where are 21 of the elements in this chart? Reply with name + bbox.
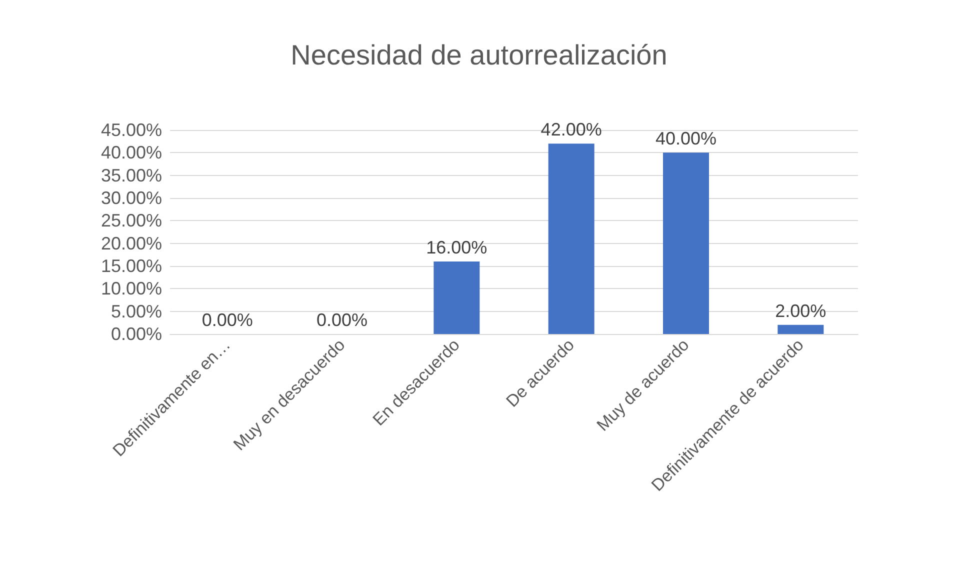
y-tick-label: 30.00% bbox=[100, 188, 162, 208]
bar bbox=[434, 261, 480, 334]
bar bbox=[663, 152, 709, 334]
y-tick-label: 35.00% bbox=[100, 165, 162, 186]
data-label: 0.00% bbox=[316, 310, 368, 330]
data-label: 40.00% bbox=[655, 128, 717, 149]
y-tick-label: 10.00% bbox=[100, 278, 162, 299]
y-tick-label: 40.00% bbox=[100, 142, 162, 163]
y-tick-label: 15.00% bbox=[100, 256, 162, 276]
y-tick-label: 5.00% bbox=[110, 301, 162, 322]
data-label: 0.00% bbox=[202, 310, 253, 330]
y-tick-label: 45.00% bbox=[100, 120, 162, 140]
y-tick-label: 0.00% bbox=[110, 324, 162, 344]
bar bbox=[778, 324, 824, 334]
chart-title: Necesidad de autorrealización bbox=[290, 40, 668, 70]
y-tick-label: 20.00% bbox=[100, 233, 162, 254]
y-tick-label: 25.00% bbox=[100, 210, 162, 231]
data-label: 2.00% bbox=[775, 300, 826, 321]
bar bbox=[548, 144, 594, 334]
data-label: 42.00% bbox=[540, 120, 602, 140]
data-label: 16.00% bbox=[426, 237, 488, 258]
